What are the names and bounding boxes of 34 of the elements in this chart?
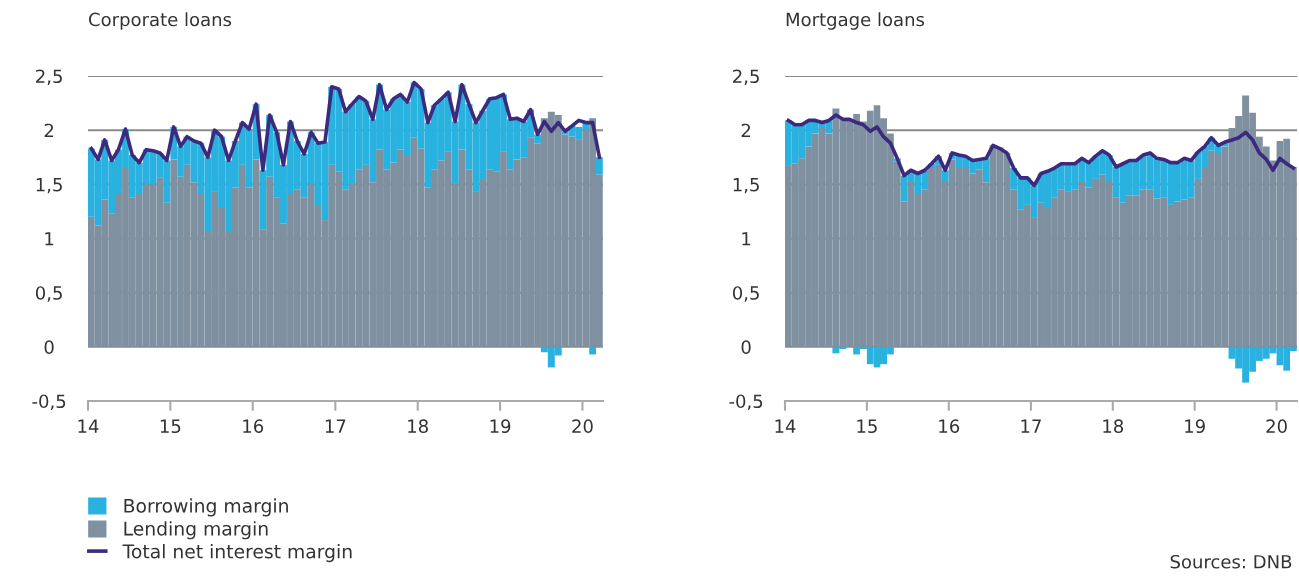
- y-tick-label: 2: [44, 123, 54, 138]
- chart-title: Mortgage loans: [786, 12, 925, 30]
- y-tick-label: 0,5: [35, 286, 62, 302]
- x-tick-label: 20: [572, 419, 593, 434]
- x-tick-label: 15: [160, 419, 181, 434]
- x-tick-label: 18: [1103, 419, 1124, 434]
- x-tick-label: 14: [78, 419, 99, 433]
- y-tick-label: 0,5: [732, 286, 759, 302]
- y-tick-label: 2,5: [36, 69, 62, 85]
- legend-label: Borrowing margin: [124, 498, 288, 517]
- y-tick-label: 1: [45, 232, 54, 246]
- x-tick-label: 19: [1185, 419, 1205, 434]
- y-tick-label: -0,5: [32, 394, 66, 410]
- x-tick-label: 16: [939, 419, 960, 434]
- legend-label: Lending margin: [124, 521, 268, 540]
- legend-label: Total net interest margin: [122, 543, 352, 563]
- x-tick-label: 19: [490, 419, 511, 434]
- chart-title: Corporate loans: [89, 12, 232, 30]
- source-note: Sources: DNB: [1170, 554, 1292, 569]
- x-tick-label: 14: [775, 419, 796, 433]
- x-tick-label: 20: [1266, 419, 1287, 434]
- x-tick-label: 18: [408, 419, 428, 434]
- x-tick-label: 17: [325, 419, 346, 433]
- x-tick-label: 16: [243, 419, 264, 434]
- y-tick-label: 1,5: [36, 178, 62, 194]
- y-tick-label: 2,5: [733, 69, 759, 85]
- x-tick-label: 15: [857, 419, 877, 434]
- y-tick-label: 1: [742, 232, 751, 246]
- y-tick-label: 0: [44, 340, 54, 354]
- x-tick-label: 17: [1021, 419, 1041, 433]
- y-tick-label: 2: [741, 123, 751, 138]
- y-tick-label: -0,5: [729, 394, 763, 410]
- y-tick-label: 0: [741, 340, 751, 354]
- y-tick-label: 1,5: [733, 178, 759, 194]
